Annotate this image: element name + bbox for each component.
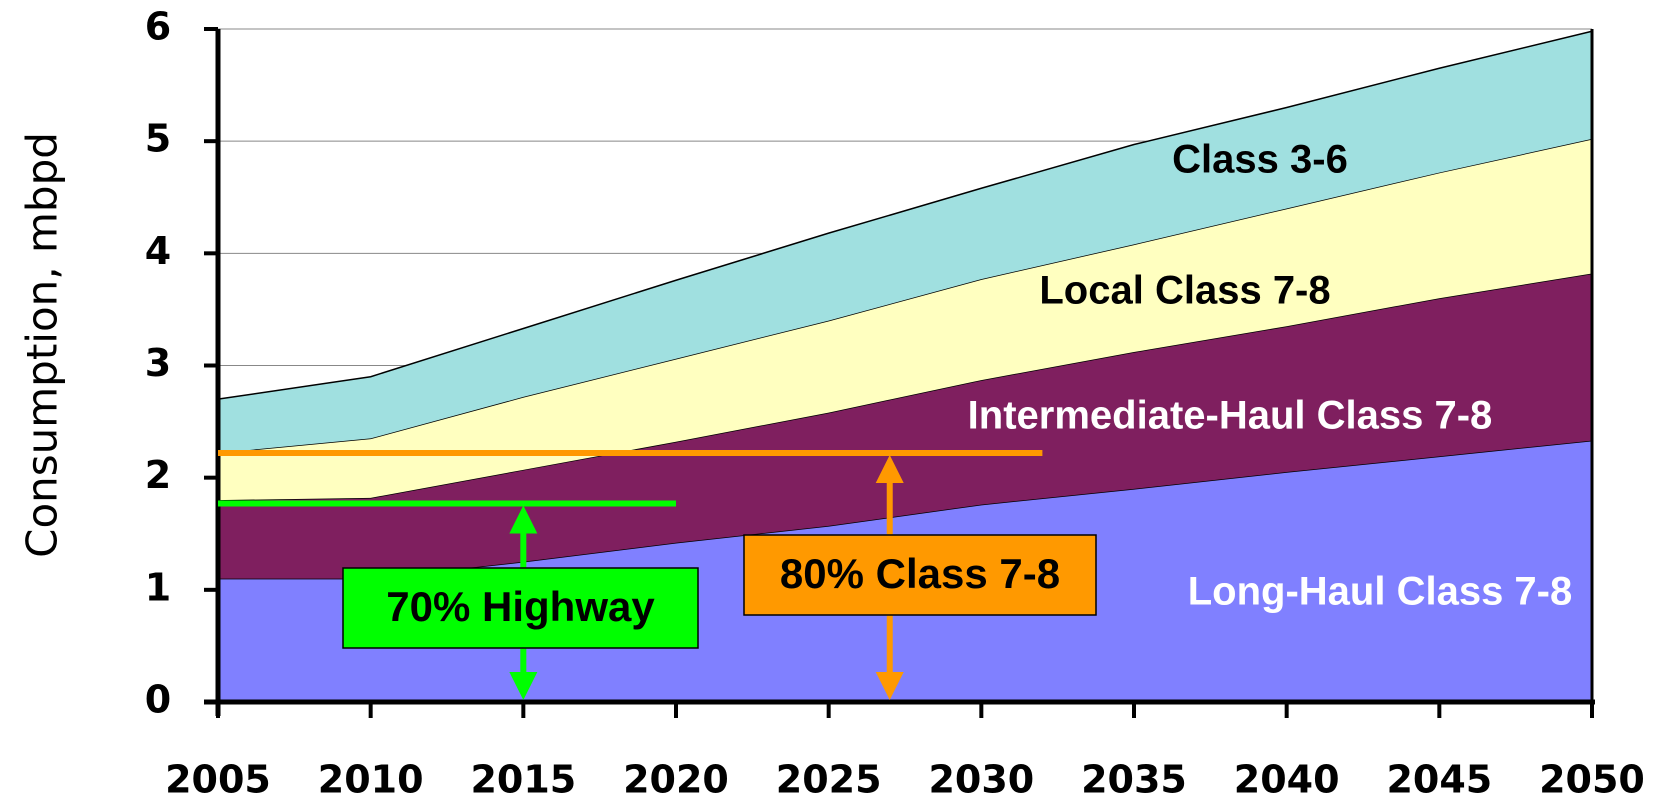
annotation-box (743, 534, 1097, 616)
arrow-head (509, 505, 538, 534)
y-tick-label: 0 (145, 678, 171, 722)
arrow-head (875, 454, 904, 483)
x-tick-label: 2045 (1386, 758, 1492, 802)
annotation-box (342, 567, 699, 649)
y-tick-label: 6 (145, 5, 171, 49)
series-label: Class 3-6 (1172, 138, 1348, 182)
annotation-text: 80% Class 7-8 (780, 550, 1060, 597)
x-tick-label: 2005 (165, 758, 271, 802)
x-tick-label: 2020 (623, 758, 729, 802)
y-tick-label: 5 (145, 117, 171, 161)
x-tick-label: 2050 (1539, 758, 1645, 802)
y-tick-label: 3 (145, 341, 171, 385)
area (218, 138, 1592, 501)
y-tick-label: 2 (145, 453, 171, 497)
x-tick-label: 2040 (1234, 758, 1340, 802)
y-tick-label: 4 (145, 229, 171, 273)
x-tick-label: 2015 (470, 758, 576, 802)
arrow-head (875, 672, 904, 700)
y-tick-label: 1 (145, 565, 171, 609)
area-outline (217, 30, 1593, 400)
series-label: Intermediate-Haul Class 7-8 (968, 394, 1493, 438)
x-tick-label: 2010 (318, 758, 424, 802)
annotation-text: 70% Highway (386, 583, 655, 630)
series-label: Long-Haul Class 7-8 (1188, 570, 1573, 614)
x-tick-label: 2025 (776, 758, 882, 802)
y-axis-label: Consumption, mbpd (18, 132, 67, 558)
arrow-head (509, 672, 538, 700)
area (218, 31, 1592, 453)
series-label: Local Class 7-8 (1039, 269, 1330, 313)
x-tick-label: 2030 (928, 758, 1034, 802)
x-tick-label: 2035 (1081, 758, 1187, 802)
